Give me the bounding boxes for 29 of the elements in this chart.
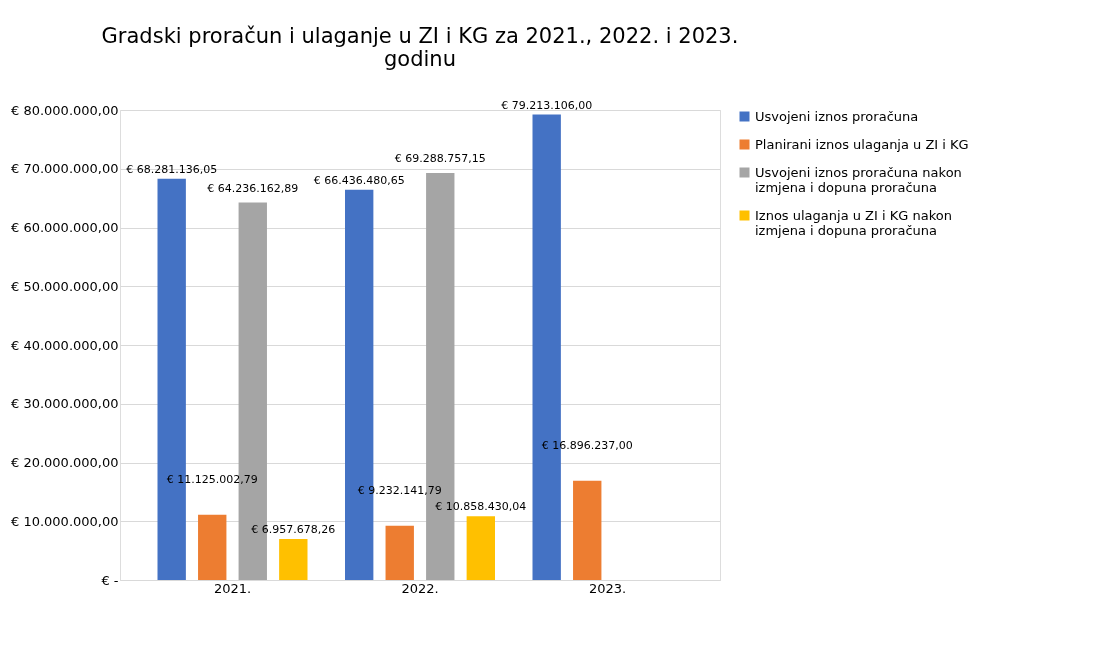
x-tick-label: 2023. bbox=[588, 580, 627, 596]
y-tick-label: € 10.000.000,00 bbox=[10, 513, 119, 529]
bar bbox=[279, 539, 308, 580]
data-label: € 69.288.757,15 bbox=[394, 151, 486, 165]
data-label: € 6.957.678,26 bbox=[251, 523, 336, 537]
x-tick-label: 2021. bbox=[213, 580, 252, 596]
data-label: € 10.858.430,04 bbox=[435, 500, 527, 514]
data-label: € 66.436.480,65 bbox=[313, 173, 405, 187]
y-tick-label: € 70.000.000,00 bbox=[10, 161, 119, 177]
bar bbox=[466, 516, 495, 580]
bar bbox=[385, 525, 414, 580]
bar bbox=[573, 480, 602, 580]
y-tick-label: € 30.000.000,00 bbox=[10, 396, 119, 412]
chart-title: Gradski proračun i ulaganje u ZI i KG za 2021., 2022. i 2023. godinu bbox=[101, 23, 739, 71]
y-tick-label: € 20.000.000,00 bbox=[10, 455, 119, 470]
legend-label: Planirani iznos ulaganja u ZI i KG bbox=[755, 136, 969, 152]
legend-label: Usvojeni iznos proračuna nakon izmjena i dopuna proračuna bbox=[755, 164, 962, 195]
y-tick-label: € - bbox=[101, 572, 119, 588]
y-tick-label: € 60.000.000,00 bbox=[10, 220, 119, 235]
y-tick-label: € 40.000.000,00 bbox=[10, 337, 119, 353]
data-label: € 68.281.136,05 bbox=[126, 162, 218, 176]
bar bbox=[198, 514, 227, 580]
legend-label: Iznos ulaganja u ZI i KG nakon izmjena i dopuna proračuna bbox=[755, 207, 952, 238]
data-label: € 79.213.106,00 bbox=[501, 98, 593, 112]
legend-label: Usvojeni iznos proračuna bbox=[755, 108, 919, 124]
x-tick-label: 2022. bbox=[401, 580, 439, 596]
y-tick-label: € 50.000.000,00 bbox=[10, 278, 119, 294]
data-label: € 64.236.162,89 bbox=[207, 181, 299, 195]
y-tick-label: € 80.000.000,00 bbox=[10, 102, 119, 118]
